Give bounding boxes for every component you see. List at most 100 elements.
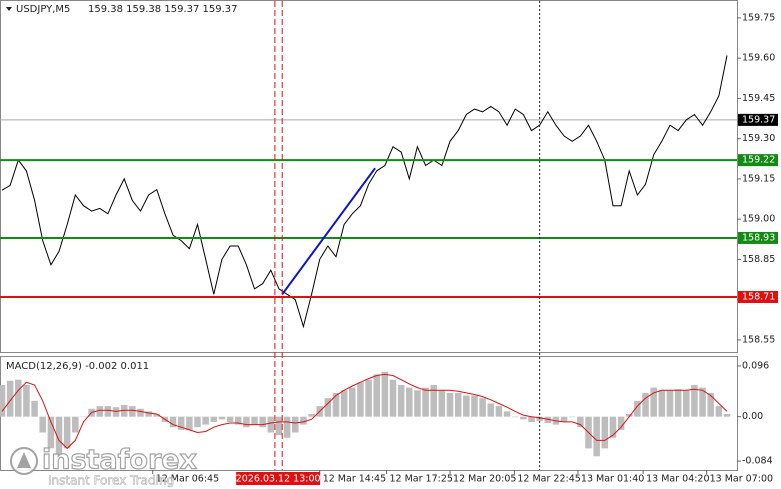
macd-bar bbox=[699, 387, 706, 417]
level-tag bbox=[738, 290, 778, 303]
y-tick-label: 0.00 bbox=[742, 411, 763, 422]
x-tick-label: 13 Mar 01:40 bbox=[581, 474, 644, 485]
macd-bar bbox=[357, 382, 364, 417]
macd-bar bbox=[145, 411, 152, 417]
macd-bar bbox=[577, 416, 584, 428]
macd-bar bbox=[292, 416, 299, 433]
level-tag bbox=[738, 231, 778, 244]
y-tick-label: -0.084 bbox=[742, 456, 773, 467]
macd-bar bbox=[275, 416, 283, 436]
macd-bar bbox=[520, 416, 527, 420]
macd-bar bbox=[609, 416, 617, 438]
macd-bar bbox=[202, 416, 209, 425]
last-price-tag bbox=[738, 113, 778, 126]
macd-bar bbox=[544, 416, 552, 424]
macd-bar bbox=[365, 379, 372, 417]
macd-bar bbox=[723, 414, 731, 417]
macd-bar bbox=[666, 390, 674, 417]
macd-bar bbox=[463, 395, 470, 417]
x-tick-label: 12 Mar 14:45 bbox=[323, 474, 386, 485]
macd-bar bbox=[96, 406, 104, 417]
macd-bar bbox=[0, 384, 6, 417]
macd-bar bbox=[300, 416, 307, 425]
macd-bar bbox=[650, 387, 657, 417]
macd-bar bbox=[454, 392, 462, 417]
y-tick-label: 158.55 bbox=[742, 334, 775, 345]
y-tick-label: 0.096 bbox=[742, 360, 769, 371]
macd-bar bbox=[707, 392, 714, 417]
macd-bar bbox=[234, 416, 242, 425]
macd-bar bbox=[177, 416, 185, 430]
macd-bar bbox=[495, 406, 503, 417]
macd-bar bbox=[186, 416, 193, 431]
macd-bar bbox=[593, 416, 600, 457]
macd-bar bbox=[471, 395, 478, 417]
macd-bar bbox=[308, 414, 315, 417]
trend-line bbox=[281, 167, 376, 295]
macd-bar bbox=[47, 416, 55, 449]
watermark-tagline: Instant Forex Trading bbox=[48, 474, 174, 488]
cursor-tag bbox=[236, 472, 321, 485]
signal-line bbox=[1, 373, 728, 450]
chart-title: USDJPY,M5 bbox=[16, 4, 70, 15]
macd-bar bbox=[715, 406, 723, 417]
macd-bar bbox=[283, 416, 291, 438]
level-label: 158.71 bbox=[742, 291, 775, 302]
macd-bar bbox=[15, 379, 22, 417]
macd-bar bbox=[55, 416, 63, 456]
macd-bar bbox=[6, 380, 14, 417]
y-tick-label: 159.30 bbox=[742, 133, 775, 144]
macd-bar bbox=[129, 406, 136, 417]
macd-bar bbox=[226, 416, 234, 422]
last-price-label: 159.37 bbox=[742, 114, 775, 125]
y-tick-label: 159.75 bbox=[742, 12, 775, 23]
y-tick-label: 158.85 bbox=[742, 254, 775, 265]
macd-bar bbox=[446, 392, 454, 417]
macd-bar bbox=[560, 416, 568, 422]
x-tick-label: 13 Mar 07:00 bbox=[710, 474, 773, 485]
macd-bar bbox=[634, 400, 641, 417]
macd-title: MACD(12,26,9) -0.002 0.011 bbox=[6, 361, 149, 372]
y-tick-label: 159.45 bbox=[742, 93, 775, 104]
y-tick-label: 159.60 bbox=[742, 53, 775, 64]
macd-bar bbox=[414, 390, 421, 417]
y-tick-label: 159.15 bbox=[742, 173, 775, 184]
x-tick-label: 13 Mar 04:20 bbox=[646, 474, 709, 485]
macd-bar bbox=[63, 416, 71, 449]
macd-bar bbox=[218, 416, 226, 420]
macd-bar bbox=[381, 371, 389, 417]
x-tick-label: 12 Mar 22:45 bbox=[517, 474, 580, 485]
macd-bar bbox=[80, 416, 87, 418]
macd-bar bbox=[72, 416, 79, 433]
macd-bar bbox=[568, 416, 576, 418]
macd-bar bbox=[397, 384, 405, 417]
macd-bar bbox=[658, 390, 666, 417]
macd-bar bbox=[251, 416, 258, 425]
chart-subtitle: 159.38 159.38 159.37 159.37 bbox=[88, 4, 238, 15]
menu-arrow bbox=[6, 7, 12, 11]
macd-bar bbox=[601, 416, 609, 449]
macd-bar bbox=[112, 407, 120, 417]
watermark-logo-mark bbox=[17, 452, 31, 468]
macd-bar bbox=[389, 379, 397, 417]
macd-bar bbox=[683, 390, 690, 417]
macd-bar bbox=[324, 398, 332, 417]
macd-bar bbox=[479, 398, 486, 417]
level-tag bbox=[738, 154, 778, 167]
macd-bar bbox=[438, 390, 446, 417]
macd-bar bbox=[332, 392, 340, 417]
macd-bar bbox=[406, 387, 413, 417]
macd-bar bbox=[104, 406, 112, 417]
macd-bar bbox=[487, 403, 495, 417]
macd-bar bbox=[259, 416, 266, 428]
y-tick-label: 159.00 bbox=[742, 214, 775, 225]
macd-bar bbox=[349, 387, 356, 417]
macd-bar bbox=[625, 414, 633, 417]
watermark-brand: instaforex bbox=[42, 445, 197, 476]
macd-bar bbox=[243, 416, 250, 428]
level-label: 159.22 bbox=[742, 155, 775, 166]
macd-bar bbox=[511, 416, 519, 418]
macd-bar bbox=[194, 416, 201, 428]
